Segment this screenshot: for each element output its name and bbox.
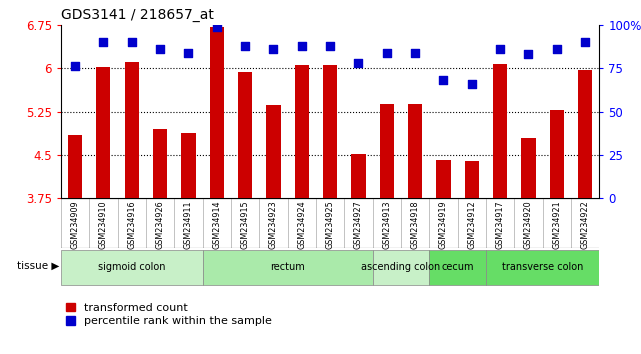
Bar (521, 138, 536, 198)
Bar (486, 250, 599, 285)
Text: GSM234909: GSM234909 (71, 201, 79, 249)
Point (467, 81, 477, 87)
Point (269, 46, 279, 52)
Bar (124, 62, 139, 198)
Point (70, 64, 80, 69)
Text: GSM234923: GSM234923 (269, 201, 278, 249)
Text: tissue ▶: tissue ▶ (17, 260, 60, 270)
Bar (550, 110, 564, 198)
Text: GSM234920: GSM234920 (524, 201, 533, 249)
Point (381, 50, 392, 55)
Bar (465, 161, 479, 198)
Text: GSM234924: GSM234924 (297, 201, 306, 249)
Bar (372, 250, 429, 285)
Bar (153, 129, 167, 198)
Bar (493, 64, 507, 198)
Text: GSM234912: GSM234912 (467, 201, 476, 249)
Text: GSM234914: GSM234914 (212, 201, 221, 249)
Point (212, 24, 222, 29)
Text: GDS3141 / 218657_at: GDS3141 / 218657_at (61, 8, 213, 22)
Point (552, 46, 562, 52)
Text: GSM234911: GSM234911 (184, 201, 193, 249)
Point (240, 43, 250, 48)
Bar (408, 104, 422, 198)
Bar (210, 27, 224, 198)
Text: rectum: rectum (271, 262, 305, 272)
Text: ascending colon: ascending colon (362, 262, 440, 272)
Point (410, 50, 420, 55)
Text: GSM234921: GSM234921 (553, 201, 562, 249)
Point (580, 39, 590, 45)
Bar (379, 104, 394, 198)
Text: GSM234910: GSM234910 (99, 201, 108, 249)
Bar (61, 250, 203, 285)
Text: GSM234922: GSM234922 (581, 201, 590, 250)
Bar (323, 65, 337, 198)
Text: GSM234926: GSM234926 (156, 201, 165, 249)
Legend: transformed count, percentile rank within the sample: transformed count, percentile rank withi… (67, 303, 272, 326)
Point (353, 60, 363, 66)
Point (98, 39, 108, 45)
Text: GSM234915: GSM234915 (240, 201, 249, 249)
Text: GSM234925: GSM234925 (326, 201, 335, 250)
Text: GSM234913: GSM234913 (382, 201, 391, 249)
Bar (295, 65, 309, 198)
Bar (96, 67, 110, 198)
Text: cecum: cecum (442, 262, 474, 272)
Bar (181, 133, 196, 198)
Bar (578, 70, 592, 198)
Bar (203, 250, 372, 285)
Point (297, 43, 307, 48)
Text: GSM234919: GSM234919 (439, 201, 448, 249)
Bar (437, 160, 451, 198)
Point (325, 43, 335, 48)
Bar (429, 250, 486, 285)
Point (155, 46, 165, 52)
Point (495, 46, 505, 52)
Point (438, 78, 449, 83)
Text: GSM234916: GSM234916 (128, 201, 137, 249)
Bar (238, 72, 252, 198)
Text: GSM234918: GSM234918 (411, 201, 420, 249)
Point (523, 51, 533, 57)
Bar (267, 104, 281, 198)
Text: GSM234917: GSM234917 (495, 201, 504, 249)
Text: sigmoid colon: sigmoid colon (98, 262, 165, 272)
Point (183, 50, 194, 55)
Bar (68, 135, 82, 198)
Point (127, 39, 137, 45)
Text: GSM234927: GSM234927 (354, 201, 363, 250)
Text: transverse colon: transverse colon (502, 262, 583, 272)
Bar (351, 154, 365, 198)
